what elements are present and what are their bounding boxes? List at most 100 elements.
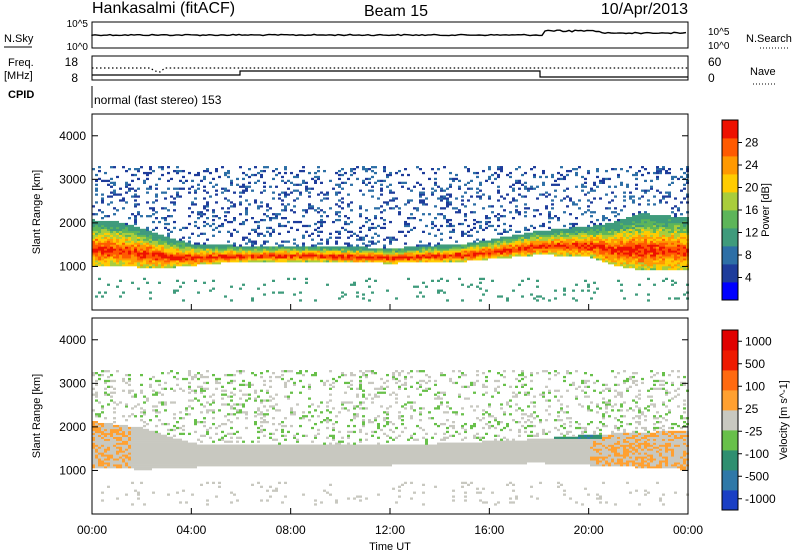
data-cell [95, 183, 98, 186]
data-cell [248, 203, 251, 206]
data-cell [539, 193, 542, 196]
data-cell [329, 254, 332, 257]
data-cell [665, 234, 668, 237]
data-cell [200, 215, 203, 218]
data-cell [659, 242, 662, 245]
data-cell [377, 252, 380, 255]
data-cell [95, 379, 98, 383]
data-cell [374, 256, 377, 259]
data-cell [107, 454, 110, 457]
data-cell [617, 240, 620, 243]
data-cell [407, 230, 410, 233]
data-cell [317, 246, 320, 249]
data-cell [263, 242, 266, 245]
data-cell [656, 256, 659, 259]
data-cell [344, 220, 347, 224]
data-cell [245, 211, 248, 214]
data-cell [602, 240, 605, 243]
data-cell [140, 434, 143, 437]
data-cell [554, 240, 557, 243]
data-cell [194, 252, 197, 255]
data-cell [200, 250, 203, 253]
data-cell [281, 248, 284, 251]
data-cell [365, 254, 368, 257]
data-cell [104, 250, 107, 253]
data-cell [518, 244, 521, 247]
data-cell [479, 220, 482, 224]
data-cell [287, 258, 290, 261]
data-cell [617, 222, 620, 226]
data-cell [641, 264, 644, 267]
data-cell [266, 240, 269, 243]
data-cell [668, 226, 671, 230]
data-cell [146, 201, 149, 204]
data-cell [377, 197, 380, 200]
data-cell [614, 256, 617, 259]
data-cell [536, 246, 539, 249]
data-cell [635, 234, 638, 237]
data-cell [590, 256, 593, 259]
data-cell [617, 248, 620, 251]
data-cell [92, 454, 95, 457]
data-cell [284, 250, 287, 253]
data-cell [422, 187, 425, 190]
data-cell [527, 254, 530, 257]
data-cell [413, 254, 416, 257]
data-cell [353, 281, 356, 284]
data-cell [131, 232, 134, 235]
data-cell [281, 246, 284, 249]
data-cell [659, 169, 662, 173]
data-cell [221, 250, 224, 253]
data-cell [173, 209, 176, 212]
data-cell [140, 464, 143, 467]
data-cell [155, 438, 158, 441]
data-cell [569, 226, 572, 230]
data-cell [116, 285, 119, 288]
data-cell [95, 236, 98, 239]
data-cell [671, 279, 674, 282]
data-cell [119, 193, 122, 196]
data-cell [128, 244, 131, 247]
data-cell [452, 258, 455, 261]
data-cell [494, 244, 497, 247]
data-cell [149, 430, 152, 434]
data-cell [383, 246, 386, 249]
data-cell [257, 232, 260, 235]
data-cell [299, 258, 302, 261]
data-cell [170, 201, 173, 204]
data-cell [683, 252, 686, 255]
data-cell [206, 254, 209, 257]
data-cell [371, 166, 374, 169]
data-cell [347, 242, 350, 245]
data-cell [503, 252, 506, 255]
data-cell [302, 215, 305, 218]
data-cell [665, 171, 668, 175]
data-cell [407, 260, 410, 263]
data-cell [434, 246, 437, 249]
data-cell [131, 252, 134, 255]
data-cell [281, 209, 284, 212]
data-cell [431, 187, 434, 190]
data-cell [581, 250, 584, 253]
data-cell [428, 248, 431, 251]
data-cell [635, 246, 638, 249]
data-cell [623, 258, 626, 261]
data-cell [116, 209, 119, 212]
data-cell [662, 248, 665, 251]
data-cell [140, 462, 143, 465]
data-cell [101, 240, 104, 243]
data-cell [95, 201, 98, 204]
data-cell [419, 291, 422, 294]
data-cell [317, 258, 320, 261]
data-cell [143, 456, 146, 459]
data-cell [350, 260, 353, 263]
data-cell [116, 262, 119, 265]
data-cell [209, 289, 212, 292]
data-cell [572, 222, 575, 226]
data-cell [194, 173, 197, 177]
data-cell [515, 250, 518, 253]
data-cell [107, 375, 110, 379]
data-cell [143, 252, 146, 255]
data-cell [572, 236, 575, 239]
data-cell [359, 254, 362, 257]
